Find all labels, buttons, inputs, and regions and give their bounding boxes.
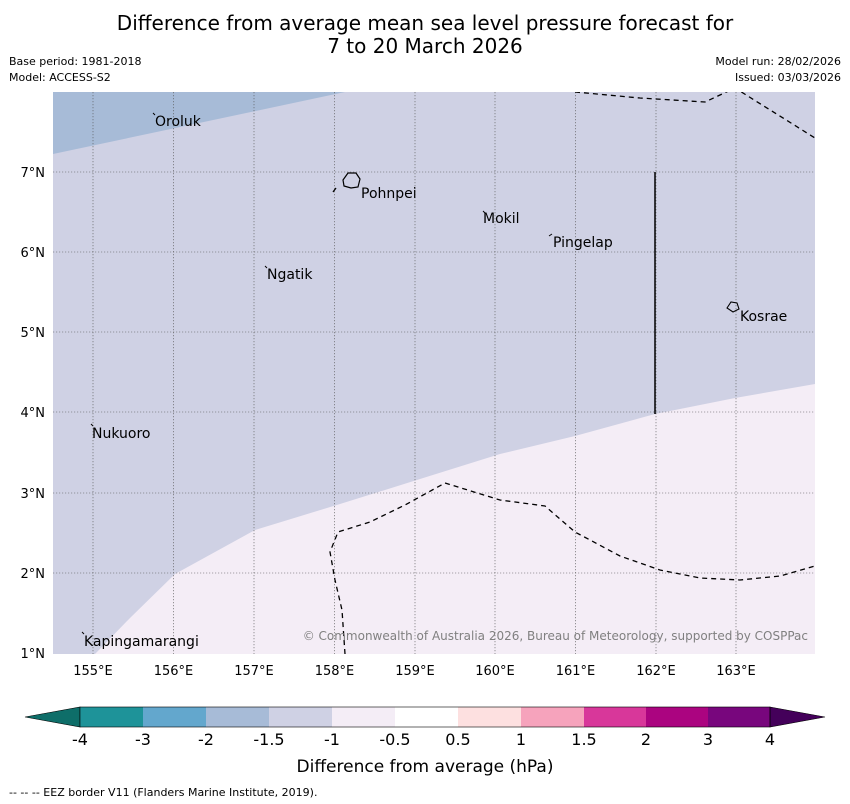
colorbar-extend-low xyxy=(24,706,81,728)
colorbar-segment xyxy=(584,707,646,727)
colorbar-tick: 1.5 xyxy=(571,730,596,749)
lon-tick: 159°E xyxy=(395,664,435,679)
place-label: Oroluk xyxy=(155,114,202,130)
colorbar-segment xyxy=(269,707,332,727)
colorbar-segment xyxy=(206,707,269,727)
colorbar: -4 -3 -2 -1.5 -1 -0.5 0.5 1 1.5 2 3 4 Di… xyxy=(24,706,826,777)
anomaly-band-minus2 xyxy=(53,92,345,154)
place-label: Nukuoro xyxy=(92,426,150,442)
colorbar-tick: -0.5 xyxy=(379,730,410,749)
colorbar-segment xyxy=(646,707,708,727)
colorbar-tick: -3 xyxy=(135,730,151,749)
place-label: Kapingamarangi xyxy=(84,634,199,650)
atoll-markers xyxy=(81,112,553,635)
place-label: Ngatik xyxy=(267,267,313,283)
place-label: Pingelap xyxy=(553,235,613,251)
colorbar-tick: -2 xyxy=(198,730,214,749)
colorbar-tick: 3 xyxy=(703,730,713,749)
lon-tick: 158°E xyxy=(315,664,355,679)
place-label: Mokil xyxy=(483,211,520,227)
lon-tick: 160°E xyxy=(475,664,515,679)
lat-tick: 7°N xyxy=(21,166,46,181)
lon-tick: 162°E xyxy=(636,664,676,679)
title-line-2: 7 to 20 March 2026 xyxy=(327,34,523,58)
base-period: Base period: 1981-2018 xyxy=(9,55,142,68)
eez-legend: -- -- -- EEZ border V11 (Flanders Marine… xyxy=(9,786,318,799)
colorbar-tick: 1 xyxy=(516,730,526,749)
colorbar-tick: -1.5 xyxy=(253,730,284,749)
copyright-notice: © Commonwealth of Australia 2026, Bureau… xyxy=(303,629,808,643)
colorbar-segment xyxy=(143,707,206,727)
kosrae-island xyxy=(726,301,740,313)
lat-tick: 3°N xyxy=(21,487,46,502)
lon-tick: 155°E xyxy=(73,664,113,679)
lat-tick: 1°N xyxy=(21,647,46,662)
lat-tick-labels: 7°N 6°N 5°N 4°N 3°N 2°N 1°N xyxy=(21,166,46,662)
colorbar-segment xyxy=(332,707,395,727)
lat-tick: 2°N xyxy=(21,567,46,582)
lat-tick: 4°N xyxy=(21,406,46,421)
colorbar-tick: 2 xyxy=(641,730,651,749)
colorbar-segment xyxy=(708,707,770,727)
lon-tick: 157°E xyxy=(234,664,274,679)
colorbar-tick: 0.5 xyxy=(445,730,470,749)
chart-title: Difference from average mean sea level p… xyxy=(0,12,850,58)
lon-tick: 161°E xyxy=(556,664,596,679)
map-area: Oroluk Pohnpei Mokil Pingelap Ngatik Kos… xyxy=(53,92,815,654)
colorbar-tick: -4 xyxy=(72,730,88,749)
place-label: Pohnpei xyxy=(361,186,417,202)
pohnpei-island xyxy=(342,172,361,189)
colorbar-segment xyxy=(458,707,521,727)
lon-tick: 163°E xyxy=(716,664,756,679)
eez-borders xyxy=(329,92,815,654)
colorbar-segment xyxy=(80,707,143,727)
lon-tick: 156°E xyxy=(154,664,194,679)
colorbar-label: Difference from average (hPa) xyxy=(297,757,554,777)
anomaly-band-minus1 xyxy=(95,384,815,654)
model-name: Model: ACCESS-S2 xyxy=(9,71,111,84)
meta-right: Model run: 28/02/2026 Issued: 03/03/2026 xyxy=(715,54,841,86)
place-label: Kosrae xyxy=(740,309,787,325)
lat-tick: 5°N xyxy=(21,326,46,341)
issued-date: Issued: 03/03/2026 xyxy=(734,71,841,84)
title-line-1: Difference from average mean sea level p… xyxy=(116,11,734,35)
colorbar-segment xyxy=(395,707,458,727)
colorbar-segment xyxy=(521,707,584,727)
colorbar-extend-high xyxy=(769,706,826,728)
lat-tick: 6°N xyxy=(21,246,46,261)
graticule xyxy=(53,92,815,654)
colorbar-outline xyxy=(79,706,771,728)
model-run: Model run: 28/02/2026 xyxy=(715,55,841,68)
lon-tick-labels: 155°E 156°E 157°E 158°E 159°E 160°E 161°… xyxy=(73,664,756,679)
colorbar-tick: -1 xyxy=(324,730,340,749)
colorbar-tick: 4 xyxy=(765,730,775,749)
meta-left: Base period: 1981-2018 Model: ACCESS-S2 xyxy=(9,54,141,86)
